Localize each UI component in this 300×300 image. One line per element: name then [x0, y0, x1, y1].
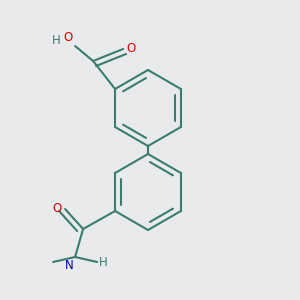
Text: H: H: [52, 34, 61, 46]
Text: O: O: [64, 31, 73, 44]
Text: H: H: [99, 256, 108, 269]
Text: N: N: [65, 259, 74, 272]
Text: O: O: [126, 43, 135, 56]
Text: O: O: [53, 202, 62, 214]
